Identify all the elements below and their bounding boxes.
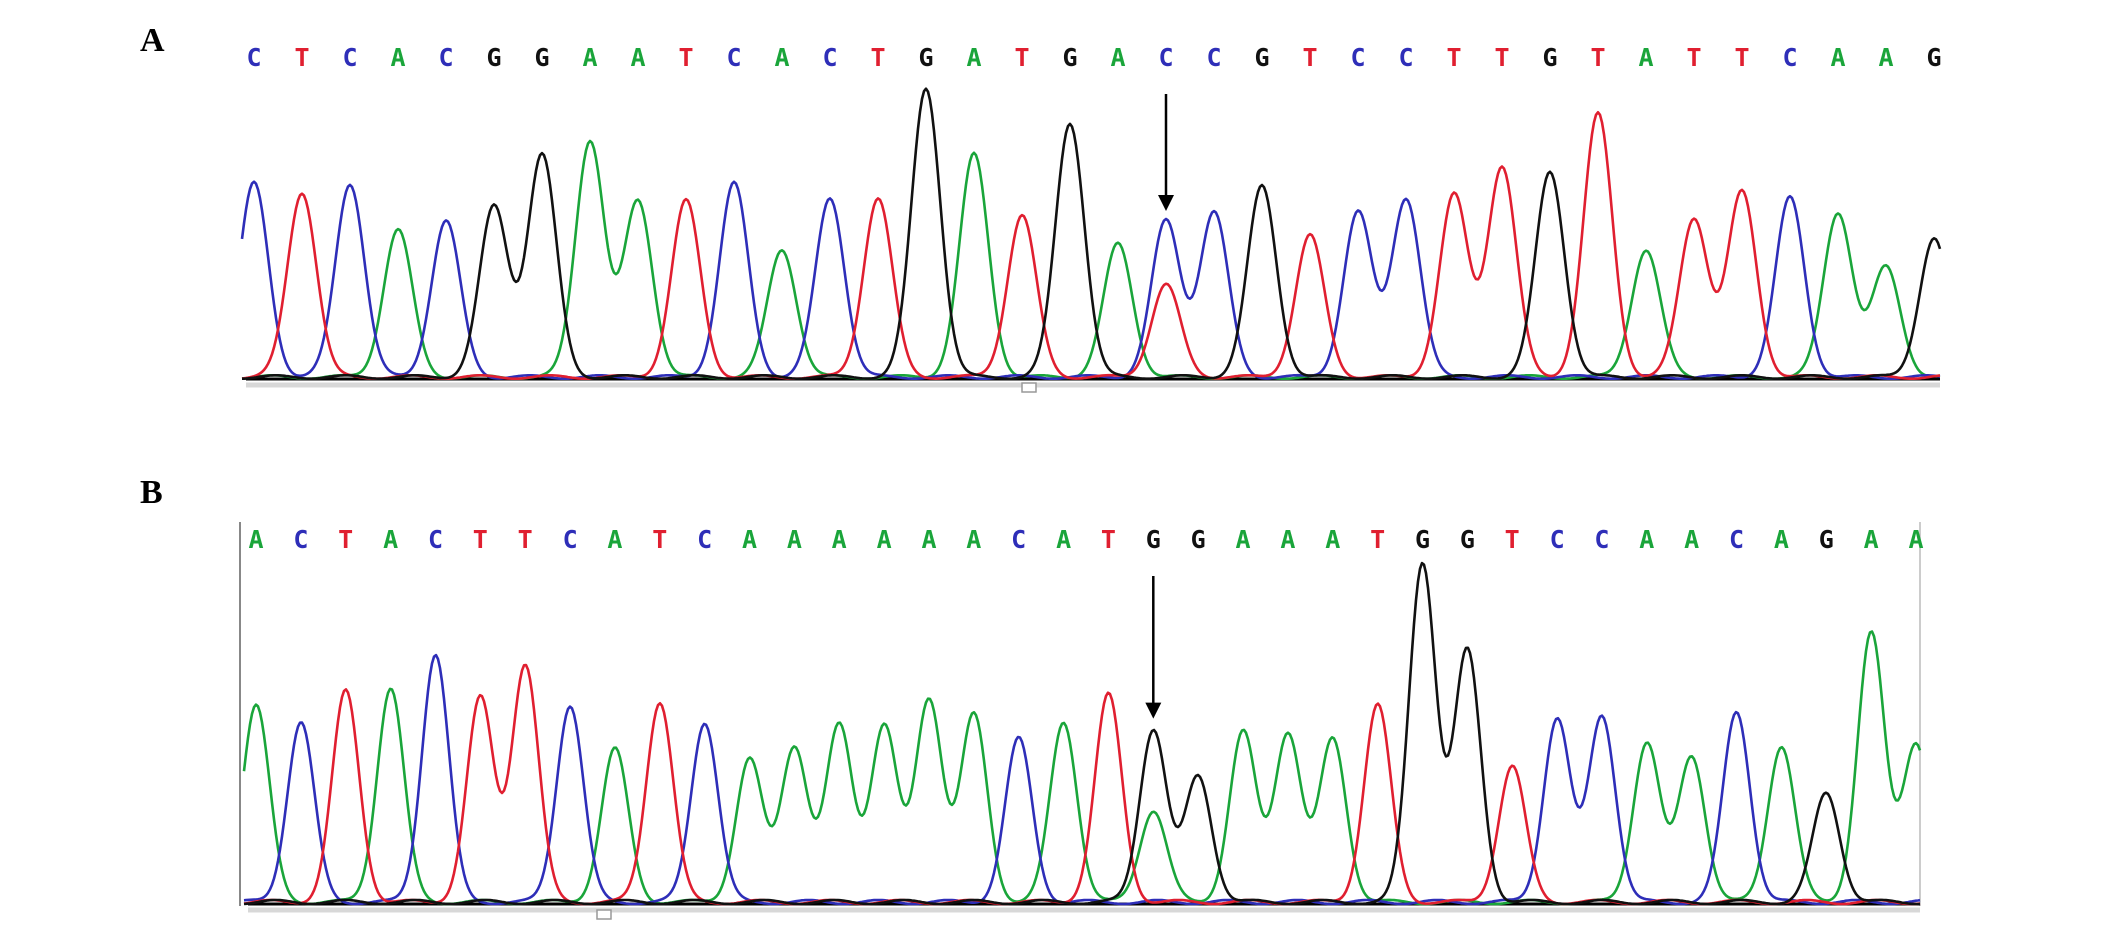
base-call-34: A [1830,43,1845,72]
base-call-8: C [563,525,578,554]
base-call-28: G [1460,525,1475,554]
base-call-26: T [1446,43,1461,72]
base-call-30: A [1638,43,1653,72]
base-call-12: A [742,525,757,554]
base-call-18: C [1011,525,1026,554]
base-call-15: A [877,525,892,554]
panel-label-b: B [140,474,163,511]
base-call-19: A [1110,43,1125,72]
base-call-22: G [1191,525,1206,554]
base-call-13: C [822,43,837,72]
base-call-4: A [383,525,398,554]
base-call-21: C [1206,43,1221,72]
base-call-33: A [1684,525,1699,554]
base-call-9: A [630,43,645,72]
trace-scroll-thumb[interactable] [1021,382,1037,393]
trace-t-channel [243,663,1921,906]
base-call-12: A [774,43,789,72]
base-call-18: G [1062,43,1077,72]
base-call-20: C [1158,43,1173,72]
base-call-10: T [652,525,667,554]
base-call-31: C [1594,525,1609,554]
mutation-arrow-icon [1158,194,1174,211]
base-call-9: A [607,525,622,554]
base-call-34: C [1729,525,1744,554]
base-call-26: T [1370,525,1385,554]
base-call-25: A [1325,525,1340,554]
base-call-14: A [832,525,847,554]
base-call-30: C [1550,525,1565,554]
base-call-22: G [1254,43,1269,72]
base-call-32: A [1639,525,1654,554]
trace-g-channel [243,561,1921,906]
base-call-3: C [342,43,357,72]
base-call-7: G [534,43,549,72]
base-call-6: G [486,43,501,72]
base-call-28: G [1542,43,1557,72]
base-call-29: T [1590,43,1605,72]
base-call-1: C [246,43,261,72]
base-call-3: T [338,525,353,554]
base-call-21: G [1146,525,1161,554]
base-call-4: A [390,43,405,72]
base-call-33: C [1782,43,1797,72]
base-call-6: T [473,525,488,554]
base-call-24: C [1350,43,1365,72]
base-call-7: T [518,525,533,554]
base-call-35: A [1878,43,1893,72]
base-call-38: A [1908,525,1923,554]
base-call-35: A [1774,525,1789,554]
base-call-2: C [293,525,308,554]
base-call-37: A [1864,525,1879,554]
panel-label-a: A [140,22,165,59]
base-call-19: A [1056,525,1071,554]
base-call-36: G [1819,525,1834,554]
base-call-5: C [428,525,443,554]
base-call-36: G [1926,43,1941,72]
base-call-20: T [1101,525,1116,554]
base-call-31: T [1686,43,1701,72]
base-call-15: G [918,43,933,72]
base-call-16: A [966,43,981,72]
base-call-27: T [1494,43,1509,72]
base-call-10: T [678,43,693,72]
base-call-5: C [438,43,453,72]
trace-c-channel [243,653,1921,906]
base-call-29: T [1505,525,1520,554]
trace-t-channel [241,111,1941,380]
base-call-17: T [1014,43,1029,72]
trace-g-channel [242,87,1942,380]
trace-scroll-thumb[interactable] [596,909,612,920]
base-call-13: A [787,525,802,554]
base-call-25: C [1398,43,1413,72]
base-call-24: A [1280,525,1295,554]
base-call-11: C [726,43,741,72]
base-call-11: C [697,525,712,554]
base-call-2: T [294,43,309,72]
mutation-arrow-icon [1145,702,1162,719]
base-call-23: T [1302,43,1317,72]
base-call-27: G [1415,525,1430,554]
base-call-32: T [1734,43,1749,72]
base-call-8: A [582,43,597,72]
base-call-1: A [248,525,263,554]
base-call-23: A [1235,525,1250,554]
base-call-14: T [870,43,885,72]
base-call-16: A [921,525,936,554]
base-call-17: A [966,525,981,554]
